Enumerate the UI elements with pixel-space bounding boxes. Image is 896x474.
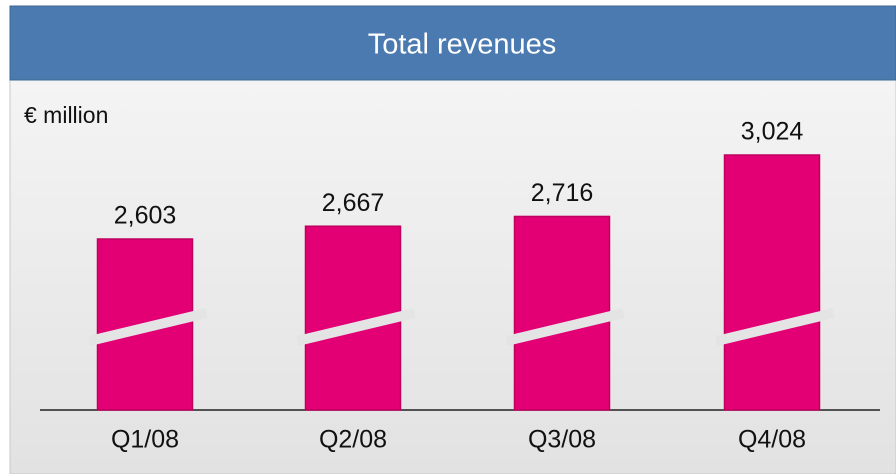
value-label: 2,667 xyxy=(322,189,385,217)
unit-label: € million xyxy=(24,102,108,128)
value-label: 2,716 xyxy=(531,179,594,207)
axis-break xyxy=(715,308,835,346)
x-tick-label: Q3/08 xyxy=(528,426,596,454)
axis-break xyxy=(88,308,208,346)
axis-break xyxy=(296,308,416,346)
value-label: 3,024 xyxy=(741,118,804,146)
bar xyxy=(513,215,611,411)
axis-break xyxy=(505,308,625,346)
title-bar xyxy=(9,5,896,81)
bar xyxy=(723,154,821,411)
chart-title: Total revenues xyxy=(368,29,557,61)
value-label: 2,603 xyxy=(114,202,177,230)
x-tick-label: Q4/08 xyxy=(738,426,806,454)
x-tick-label: Q2/08 xyxy=(319,426,387,454)
x-tick-label: Q1/08 xyxy=(111,426,179,454)
